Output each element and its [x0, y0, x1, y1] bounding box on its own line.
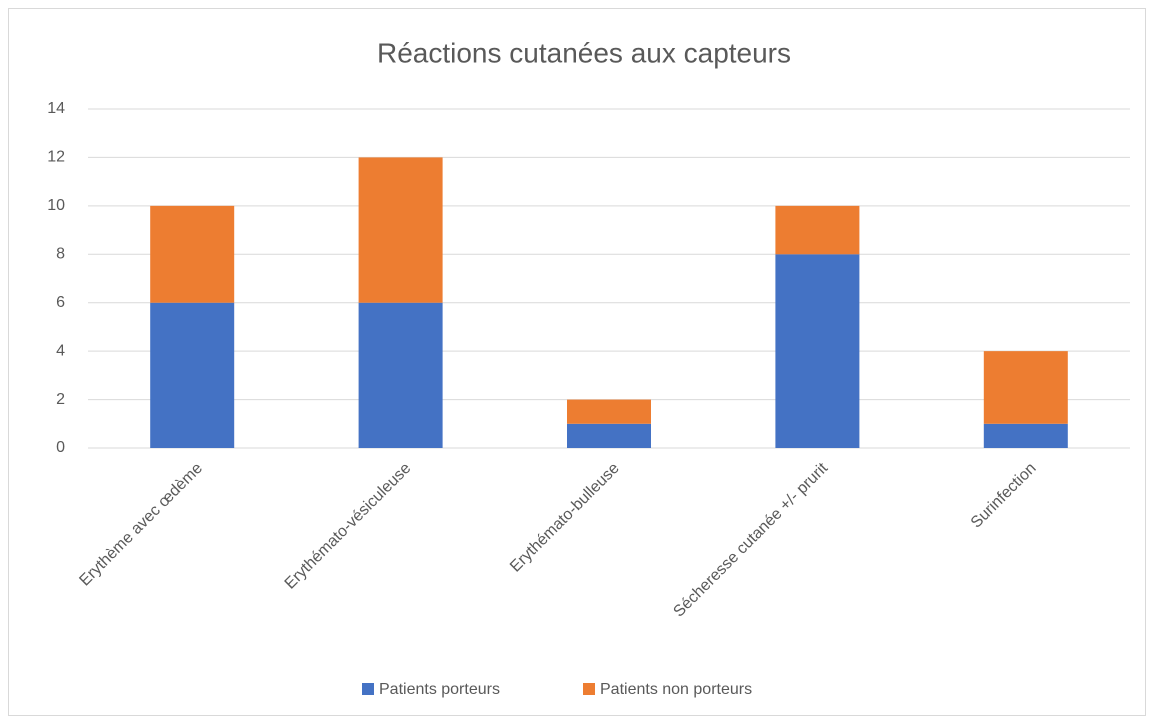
bar-segment [983, 423, 1068, 448]
y-tick-label: 4 [56, 342, 65, 359]
bar-segment [358, 302, 443, 448]
bar-segment [150, 302, 235, 448]
legend-swatch [362, 683, 374, 695]
bar-segment [775, 254, 860, 448]
y-tick-label: 2 [56, 391, 65, 408]
bar-segment [775, 205, 860, 255]
y-tick-label: 10 [47, 197, 65, 214]
chart-title: Réactions cutanées aux capteurs [377, 37, 791, 68]
y-tick-label: 0 [56, 439, 65, 456]
bar-segment [567, 399, 651, 424]
legend-swatch [583, 683, 595, 695]
bar-segment [983, 351, 1068, 424]
y-tick-label: 14 [47, 100, 65, 117]
y-tick-label: 6 [56, 294, 65, 311]
y-tick-label: 8 [56, 246, 65, 263]
legend-label: Patients non porteurs [600, 681, 752, 698]
legend-label: Patients porteurs [379, 681, 500, 698]
bar-segment [567, 423, 651, 448]
bar-segment [150, 205, 235, 303]
bar-segment [358, 157, 443, 303]
y-tick-label: 12 [47, 149, 65, 166]
